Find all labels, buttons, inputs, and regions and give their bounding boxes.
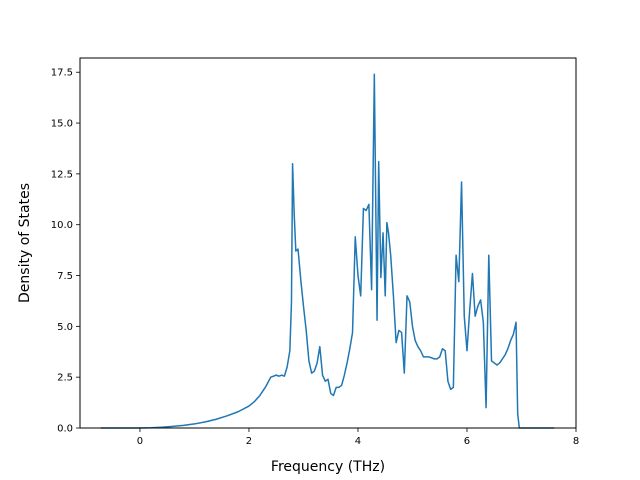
y-tick-label: 7.5 — [57, 271, 73, 282]
y-tick-label: 0.0 — [57, 424, 73, 435]
y-tick-label: 15.0 — [51, 119, 73, 130]
y-axis-label: Density of States — [17, 183, 33, 303]
x-tick-label: 2 — [246, 436, 252, 447]
x-tick-label: 8 — [573, 436, 579, 447]
x-tick-label: 6 — [464, 436, 470, 447]
y-tick-label: 2.5 — [57, 373, 73, 384]
x-tick-label: 0 — [137, 436, 143, 447]
x-axis-ticks: 0 2 4 6 8 — [137, 428, 579, 447]
y-tick-label: 12.5 — [51, 169, 73, 180]
y-axis-ticks: 0.0 2.5 5.0 7.5 10.0 12.5 15.0 17.5 — [51, 68, 80, 435]
x-axis-label: Frequency (THz) — [271, 459, 385, 475]
axes-frame — [79, 57, 577, 429]
y-tick-label: 17.5 — [51, 68, 73, 79]
x-tick-label: 4 — [355, 436, 361, 447]
series-layer — [100, 73, 555, 429]
y-tick-label: 10.0 — [51, 220, 73, 231]
series-line-0 — [100, 73, 555, 429]
y-tick-label: 5.0 — [57, 322, 73, 333]
plot-area — [80, 58, 576, 428]
